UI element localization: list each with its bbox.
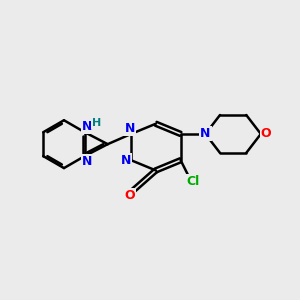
- Text: N: N: [82, 121, 92, 134]
- Text: N: N: [200, 128, 211, 140]
- Text: O: O: [261, 128, 272, 140]
- Text: H: H: [92, 118, 101, 128]
- Text: N: N: [82, 155, 92, 168]
- Text: N: N: [82, 121, 92, 134]
- Text: N: N: [121, 154, 131, 167]
- Text: N: N: [82, 155, 92, 168]
- Text: O: O: [261, 128, 272, 140]
- Text: N: N: [121, 154, 131, 167]
- Text: N: N: [124, 122, 135, 135]
- Text: O: O: [124, 189, 135, 202]
- Text: O: O: [124, 189, 135, 202]
- Text: Cl: Cl: [186, 175, 200, 188]
- Text: H: H: [92, 118, 101, 128]
- Text: Cl: Cl: [186, 175, 200, 188]
- Text: N: N: [124, 122, 135, 135]
- Text: N: N: [200, 128, 211, 140]
